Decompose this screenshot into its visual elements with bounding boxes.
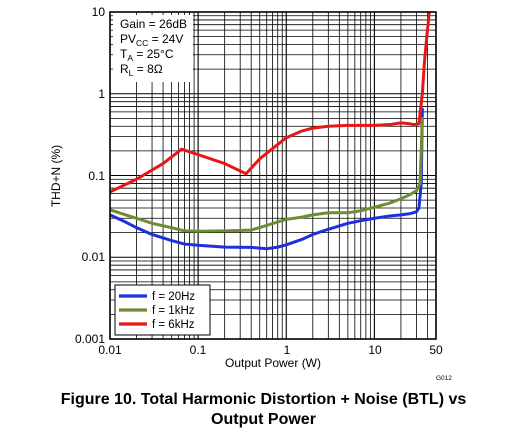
figure-id: G012 xyxy=(436,375,452,382)
y-axis-title: THD+N (%) xyxy=(49,145,63,207)
legend-label-6khz: f = 6kHz xyxy=(152,319,195,331)
x-tick-label: 1 xyxy=(284,343,291,357)
figure-caption-line1: Figure 10. Total Harmonic Distortion + N… xyxy=(60,391,467,408)
x-tick-label: 0.01 xyxy=(98,343,122,357)
series-layer xyxy=(110,12,431,251)
y-tick-label: 1 xyxy=(98,87,105,101)
x-tick-label: 50 xyxy=(429,343,443,357)
plot-frame xyxy=(109,11,437,340)
y-tick-label: 0.1 xyxy=(88,169,105,183)
series-line-f-20hz xyxy=(110,107,424,251)
x-tick-label: 10 xyxy=(368,343,382,357)
y-tick-label: 10 xyxy=(92,5,106,19)
y-tick-label: 0.001 xyxy=(75,332,105,346)
legend-label-1khz: f = 1kHz xyxy=(152,305,195,317)
legend: f = 20Hz f = 1kHz f = 6kHz xyxy=(114,284,211,336)
legend-label-20hz: f = 20Hz xyxy=(152,291,195,303)
conditions-background xyxy=(113,15,193,82)
condition-load-resistance: RL = 8Ω xyxy=(120,62,163,78)
condition-ambient-temperature: TA = 25°C xyxy=(120,47,174,63)
condition-supply-voltage: PVCC = 24V xyxy=(120,32,183,48)
conditions-box: Gain = 26dB PVCC = 24V TA = 25°C RL = 8Ω xyxy=(113,15,193,82)
series-line-f-1khz xyxy=(110,116,424,233)
x-tick-labels: 0.01 0.1 1 10 50 xyxy=(98,343,443,357)
x-axis-title: Output Power (W) xyxy=(225,356,321,370)
figure-caption-line2: Output Power xyxy=(211,411,316,428)
condition-gain: Gain = 26dB xyxy=(120,17,187,31)
y-tick-label: 0.01 xyxy=(82,250,106,264)
series-line-f-6khz xyxy=(110,12,431,194)
y-tick-labels: 0.001 0.01 0.1 1 10 xyxy=(75,5,105,346)
x-tick-label: 0.1 xyxy=(190,343,207,357)
